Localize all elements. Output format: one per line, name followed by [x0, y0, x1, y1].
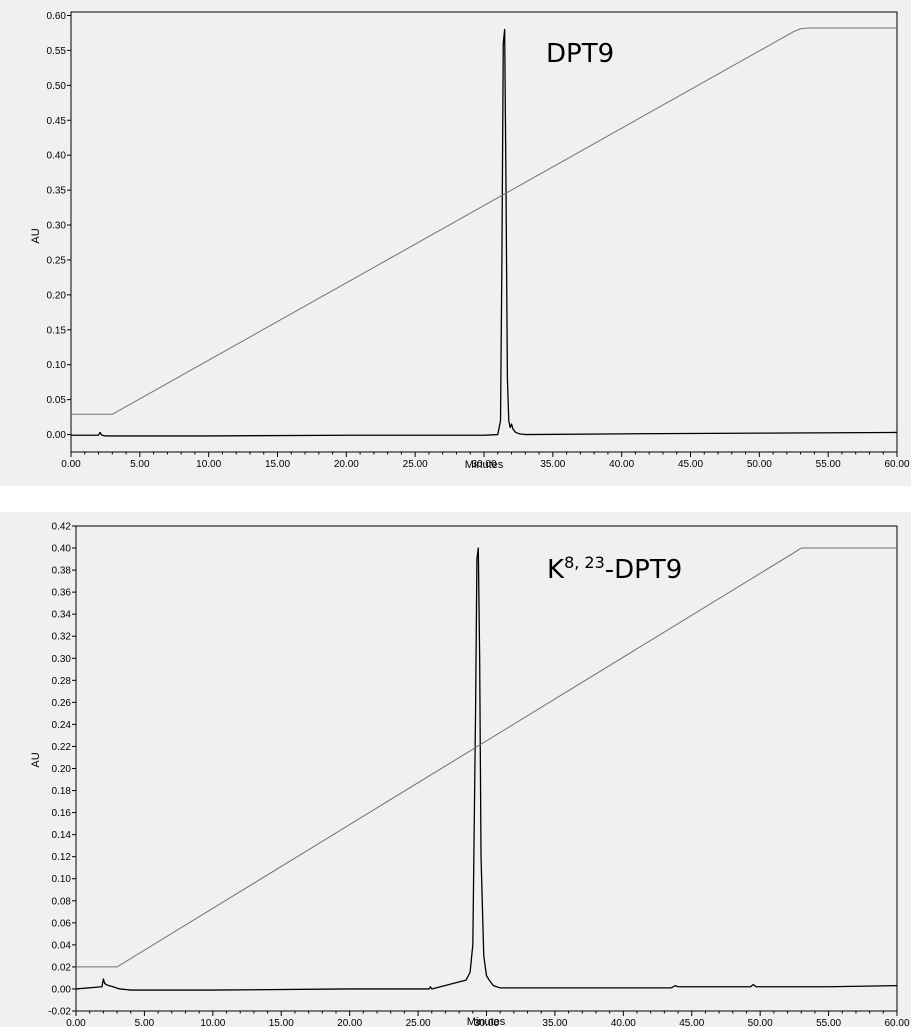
y-tick-label: 0.22	[52, 742, 72, 753]
x-tick-label: 30.00	[471, 459, 496, 470]
y-tick-label: 0.12	[52, 852, 72, 863]
peak-annotation-superscript: 8, 23	[564, 553, 605, 572]
peak-annotation-base: K	[547, 555, 565, 585]
y-axis-ticks: 0.00 0.05 0.10 0.15 0.20 0.25 0.30 0.35 0.40 0.45…	[47, 11, 71, 441]
y-tick-label: 0.00	[52, 984, 72, 995]
y-tick-label: 0.20	[52, 764, 72, 775]
x-tick-label: 5.00	[135, 1018, 155, 1027]
y-tick-label: 0.45	[47, 116, 67, 127]
x-tick-label: 50.00	[747, 459, 772, 470]
x-tick-label: 55.00	[816, 459, 841, 470]
y-axis-label: AU	[30, 752, 42, 767]
x-tick-label: 15.00	[269, 1018, 294, 1027]
plot-area	[75, 525, 898, 1012]
x-tick-label: 20.00	[334, 459, 359, 470]
x-tick-label: 50.00	[748, 1018, 773, 1027]
gradient-profile-line	[76, 547, 897, 968]
y-tick-label: 0.28	[52, 676, 72, 687]
y-tick-label: 0.02	[52, 962, 72, 973]
y-tick-label: 0.50	[47, 81, 67, 92]
y-tick-label: 0.25	[47, 255, 67, 266]
y-tick-label: 0.36	[52, 588, 72, 599]
x-tick-label: 15.00	[265, 459, 290, 470]
plot-area	[70, 11, 898, 453]
y-tick-label: 0.30	[52, 654, 72, 665]
y-tick-label: 0.08	[52, 896, 72, 907]
x-tick-label: 60.00	[884, 459, 909, 470]
y-tick-label: 0.26	[52, 698, 72, 709]
series-group	[75, 547, 898, 991]
x-axis-label: Minutes	[465, 459, 504, 471]
y-tick-label: 0.42	[52, 522, 72, 533]
y-tick-label: 0.05	[47, 395, 67, 406]
peak-annotation-rest: -DPT9	[605, 555, 683, 585]
x-tick-label: 25.00	[406, 1018, 431, 1027]
y-tick-label: 0.15	[47, 325, 67, 336]
y-axis-label: AU	[30, 228, 42, 243]
gradient-profile-line	[71, 27, 897, 415]
y-tick-label: 0.24	[52, 720, 72, 731]
x-axis-label: Minutes	[467, 1016, 506, 1027]
x-tick-label: 10.00	[196, 459, 221, 470]
x-tick-label: 40.00	[609, 459, 634, 470]
y-axis-ticks: -0.02 0.00 0.02 0.04 0.06 0.08 0.10 0.12 0.14 0.1…	[48, 522, 76, 1018]
x-tick-label: 30.00	[474, 1018, 499, 1027]
x-tick-label: 20.00	[337, 1018, 362, 1027]
y-tick-label: 0.40	[47, 151, 67, 162]
y-tick-label: 0.16	[52, 808, 72, 819]
x-tick-label: 35.00	[542, 1018, 567, 1027]
series-group	[71, 27, 898, 437]
y-tick-label: 0.18	[52, 786, 72, 797]
x-tick-label: 0.00	[66, 1018, 86, 1027]
x-tick-label: 55.00	[816, 1018, 841, 1027]
x-axis-ticks: 0.00 5.00 10.00 15.00 20.00 25.00 30.00 35.00 40…	[61, 452, 910, 470]
chromatogram-panel-k823-dpt9: -0.020.000.020.040.060.080.100.120.140.1…	[0, 512, 911, 1027]
peak-annotation: K8, 23-DPT9	[547, 553, 682, 585]
absorbance-trace-line	[71, 28, 898, 437]
y-tick-label: 0.38	[52, 566, 72, 577]
y-tick-label: 0.00	[47, 430, 67, 441]
x-tick-label: 5.00	[130, 459, 150, 470]
x-tick-label: 45.00	[679, 1018, 704, 1027]
y-tick-label: 0.04	[52, 940, 72, 951]
x-tick-label: 25.00	[403, 459, 428, 470]
y-tick-label: 0.20	[47, 290, 67, 301]
x-tick-label: 60.00	[884, 1018, 909, 1027]
x-tick-label: 40.00	[611, 1018, 636, 1027]
y-tick-label: 0.40	[52, 544, 72, 555]
y-tick-label: 0.06	[52, 918, 72, 929]
chromatogram-panel-dpt9: 0.00 0.05 0.10 0.15 0.20 0.25 0.30 0.35 0.40 0.45…	[0, 0, 911, 486]
y-tick-label: 0.10	[47, 360, 67, 371]
y-tick-label: 0.60	[47, 11, 67, 22]
x-tick-label: 10.00	[200, 1018, 225, 1027]
x-tick-label: 45.00	[678, 459, 703, 470]
y-tick-label: 0.10	[52, 874, 72, 885]
y-tick-label: 0.14	[52, 830, 72, 841]
peak-annotation: DPT9	[546, 39, 614, 69]
absorbance-trace-line	[75, 547, 898, 991]
y-tick-label: 0.30	[47, 221, 67, 232]
y-tick-label: 0.35	[47, 186, 67, 197]
x-tick-label: 35.00	[540, 459, 565, 470]
x-tick-label: 0.00	[61, 459, 81, 470]
y-tick-label: 0.34	[52, 610, 72, 621]
x-axis-ticks: 0.00 5.00 10.00 15.00 20.00 25.00 30.00 35.00 40…	[66, 1011, 910, 1027]
y-tick-label: -0.02	[48, 1007, 71, 1018]
y-tick-label: 0.32	[52, 632, 72, 643]
y-tick-label: 0.55	[47, 46, 67, 57]
